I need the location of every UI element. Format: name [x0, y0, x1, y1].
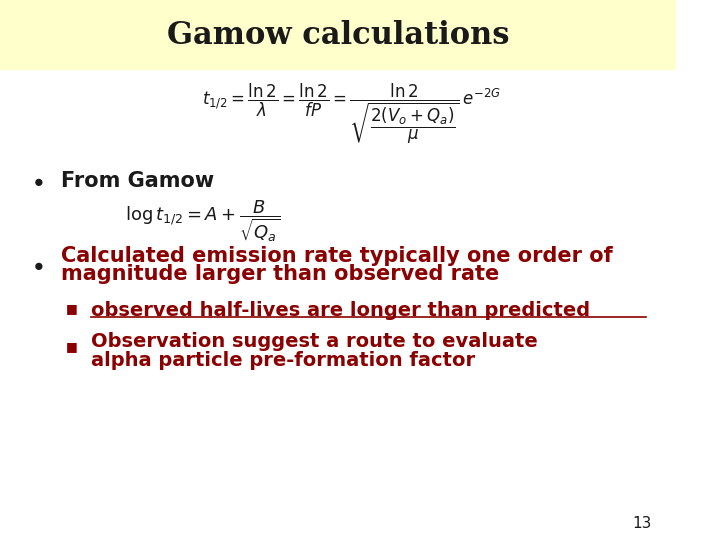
Text: Gamow calculations: Gamow calculations: [167, 19, 509, 51]
Text: $\bullet$: $\bullet$: [30, 169, 44, 193]
Text: $\bullet$: $\bullet$: [30, 253, 44, 276]
Text: From Gamow: From Gamow: [61, 171, 214, 191]
Text: observed half-lives are longer than predicted: observed half-lives are longer than pred…: [91, 301, 590, 320]
Text: $t_{1/2} = \dfrac{\ln 2}{\lambda} = \dfrac{\ln 2}{fP} = \dfrac{\ln 2}{\sqrt{\dfr: $t_{1/2} = \dfrac{\ln 2}{\lambda} = \dfr…: [202, 81, 501, 146]
Text: $\log t_{1/2} = A + \dfrac{B}{\sqrt{Q_a}}$: $\log t_{1/2} = A + \dfrac{B}{\sqrt{Q_a}…: [125, 199, 281, 244]
Text: 13: 13: [633, 516, 652, 531]
FancyBboxPatch shape: [0, 0, 676, 70]
Text: $\blacksquare$: $\blacksquare$: [65, 341, 77, 355]
Text: Calculated emission rate typically one order of: Calculated emission rate typically one o…: [61, 246, 613, 267]
Text: $\blacksquare$: $\blacksquare$: [65, 303, 77, 318]
Text: Observation suggest a route to evaluate: Observation suggest a route to evaluate: [91, 332, 538, 351]
Text: alpha particle pre-formation factor: alpha particle pre-formation factor: [91, 350, 475, 370]
Text: magnitude larger than observed rate: magnitude larger than observed rate: [61, 264, 499, 285]
